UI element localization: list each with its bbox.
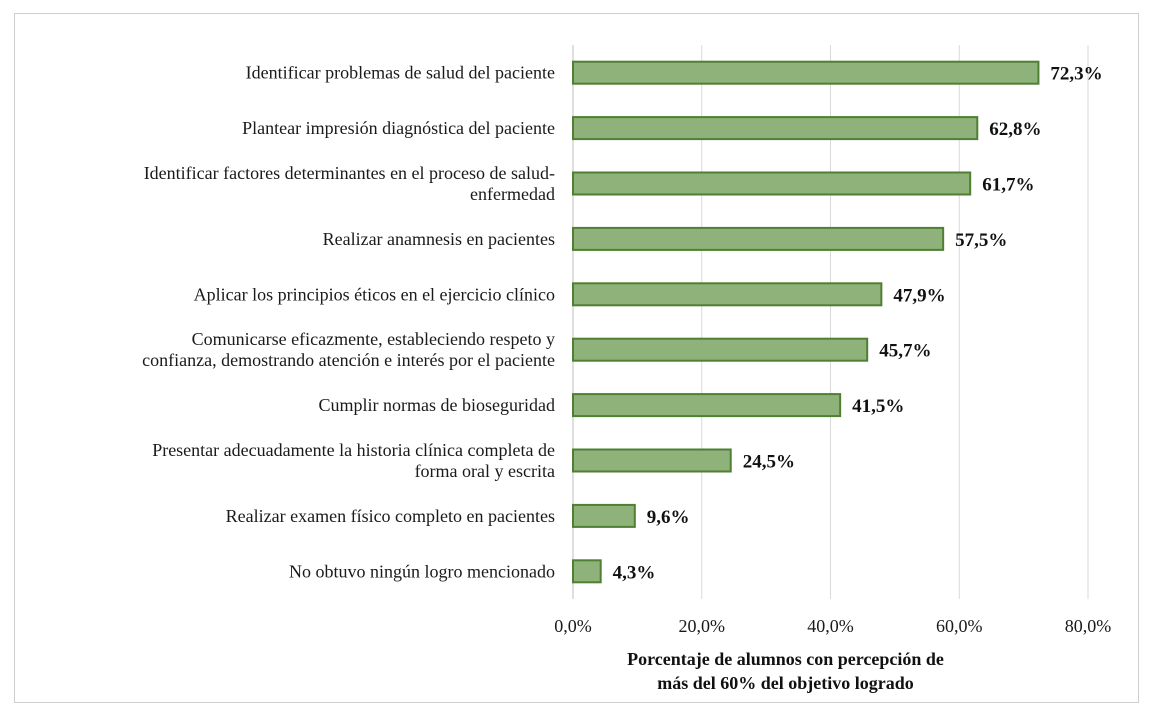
value-label: 41,5% [852,396,904,417]
category-label-line: Aplicar los principios éticos en el ejer… [194,284,555,304]
x-tick-labels: 0,0% 20,0% 40,0% 60,0% 80,0% [554,616,1111,636]
category-label-line: enfermedad [470,184,555,204]
value-label: 62,8% [989,119,1041,140]
category-label-line: forma oral y escrita [415,461,555,481]
category-label-line: Identificar problemas de salud del pacie… [246,63,555,83]
x-axis-title: Porcentaje de alumnos con percepción de m… [627,649,944,693]
category-label-line: Plantear impresión diagnóstica del pacie… [242,118,555,138]
category-label: Identificar problemas de salud del pacie… [246,63,555,83]
category-label-line: Realizar anamnesis en pacientes [323,229,555,249]
category-label: Identificar factores determinantes en el… [144,163,555,204]
value-label: 9,6% [647,507,690,528]
category-label-line: No obtuvo ningún logro mencionado [289,561,555,581]
x-axis-title-text: Porcentaje de alumnos con percepción de m… [627,649,944,693]
value-label: 4,3% [613,562,656,583]
category-label-line: Identificar factores determinantes en el… [144,163,555,183]
category-label: Presentar adecuadamente la historia clín… [152,440,555,481]
bar [572,503,636,528]
bar [572,282,883,307]
category-label: Realizar examen físico completo en pacie… [226,506,555,526]
value-label: 47,9% [893,285,945,306]
x-tick-label: 20,0% [679,616,726,636]
x-tick-label: 40,0% [807,616,854,636]
category-label: Comunicarse eficazmente, estableciendo r… [142,329,555,370]
bars [572,60,1040,584]
value-label: 57,5% [955,230,1007,251]
value-label: 45,7% [879,341,931,362]
category-labels: Identificar problemas de salud del pacie… [142,63,555,582]
bar [572,226,945,251]
category-label-line: Presentar adecuadamente la historia clín… [152,440,555,460]
bar [572,559,602,584]
category-label: Realizar anamnesis en pacientes [323,229,555,249]
bar [572,171,972,196]
x-tick-label: 80,0% [1065,616,1112,636]
chart-frame: 72,3% 62,8% 61,7% 57,5% 47,9% 45,7% 41,5% 24,5%… [14,13,1139,703]
category-label: Plantear impresión diagnóstica del pacie… [242,118,555,138]
value-labels: 72,3% 62,8% 61,7% 57,5% 47,9% 45,7% 41,5% 24,5%… [613,64,1103,584]
x-tick-label: 0,0% [554,616,592,636]
bar [572,448,732,473]
x-tick-label: 60,0% [936,616,983,636]
category-label: Aplicar los principios éticos en el ejer… [194,284,555,304]
bar-chart: 72,3% 62,8% 61,7% 57,5% 47,9% 45,7% 41,5% 24,5%… [142,45,1111,693]
bar [572,116,979,141]
category-label: No obtuvo ningún logro mencionado [289,561,555,581]
category-label-line: Comunicarse eficazmente, estableciendo r… [192,329,555,349]
category-label-line: Realizar examen físico completo en pacie… [226,506,555,526]
value-label: 61,7% [982,175,1034,196]
value-label: 24,5% [743,452,795,473]
value-label: 72,3% [1050,64,1102,85]
x-axis-title-line: Porcentaje de alumnos con percepción de [627,649,944,669]
category-label-line: confianza, demostrando atención e interé… [142,350,555,370]
category-label: Cumplir normas de bioseguridad [319,395,555,415]
category-label-line: Cumplir normas de bioseguridad [319,395,555,415]
x-axis-title-line: más del 60% del objetivo logrado [657,673,914,693]
bar [572,393,842,418]
bar [572,60,1040,85]
bar [572,337,869,362]
